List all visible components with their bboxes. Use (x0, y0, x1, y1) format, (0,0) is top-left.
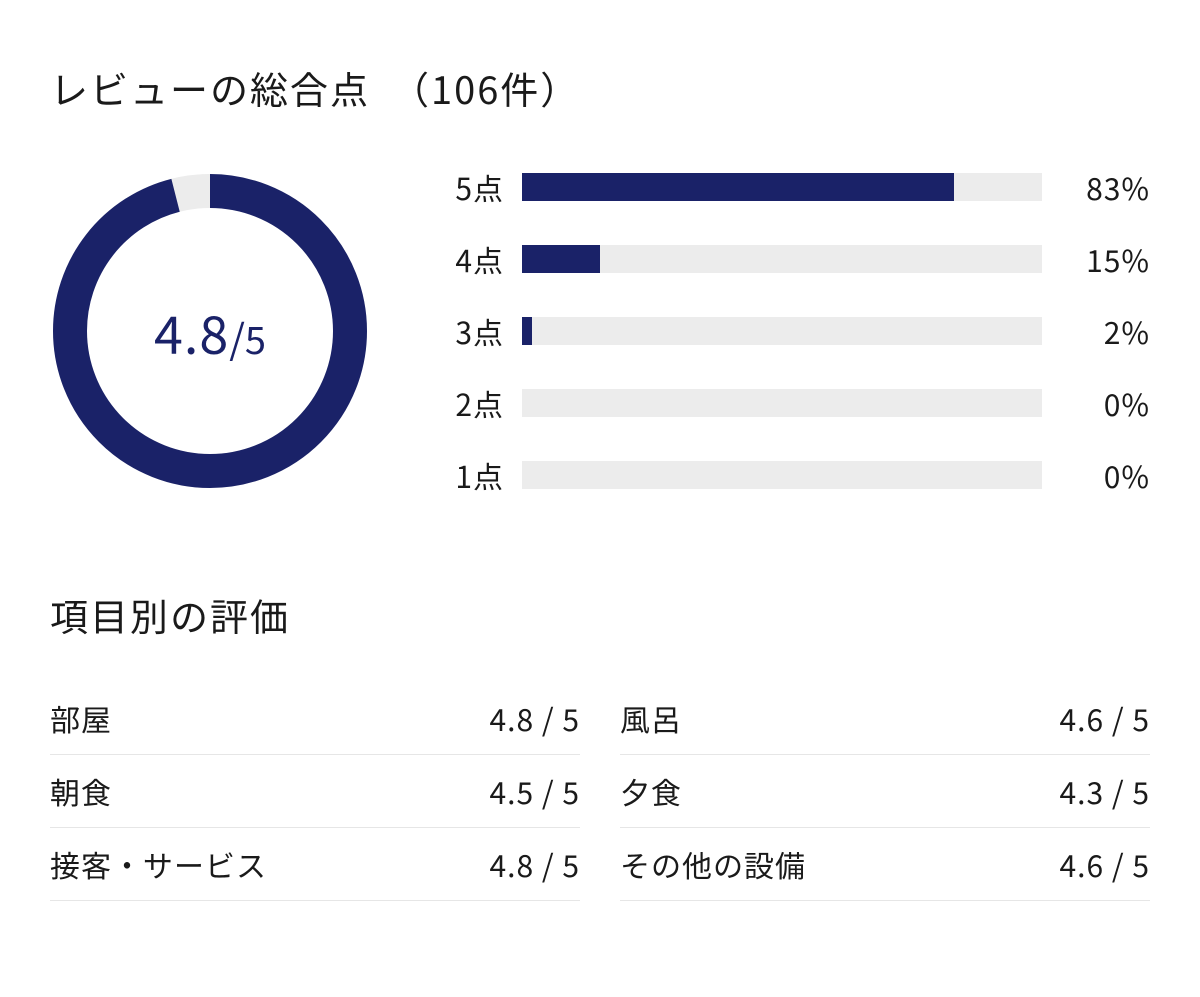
category-row: 接客・サービス 4.8 / 5 (50, 828, 580, 901)
category-score-max: 5 (562, 696, 580, 740)
category-name: 朝食 (50, 769, 112, 813)
dist-row: 2点 0% (440, 381, 1150, 425)
overall-top-row: 4.8/5 5点 83% 4点 15% 3点 2% 2点 0% 1点 0% (50, 165, 1150, 497)
dist-bar (522, 173, 1042, 201)
dist-bar (522, 317, 1042, 345)
category-row: 朝食 4.5 / 5 (50, 755, 580, 828)
category-score: 4.6 / 5 (1060, 696, 1151, 740)
review-count: 106 (431, 60, 500, 115)
overall-donut-chart: 4.8/5 (50, 171, 370, 491)
category-name: 接客・サービス (50, 842, 267, 886)
category-score-max: 5 (1132, 696, 1150, 740)
category-score-value: 4.8 (490, 842, 535, 886)
dist-row: 3点 2% (440, 309, 1150, 353)
dist-row-label: 5点 (440, 165, 504, 209)
category-score-value: 4.3 (1060, 769, 1105, 813)
category-name: 夕食 (620, 769, 682, 813)
category-score-sep: / (534, 842, 562, 886)
dist-row-percent: 2% (1060, 309, 1150, 353)
dist-bar (522, 245, 1042, 273)
category-score: 4.3 / 5 (1060, 769, 1151, 813)
category-score-sep: / (1104, 696, 1132, 740)
dist-row-label: 4点 (440, 237, 504, 281)
category-row: 風呂 4.6 / 5 (620, 682, 1150, 755)
dist-row: 5点 83% (440, 165, 1150, 209)
category-score: 4.8 / 5 (490, 842, 581, 886)
overall-title-prefix: レビューの総合点 （ (50, 60, 431, 115)
dist-bar-fill (522, 317, 532, 345)
dist-bar (522, 389, 1042, 417)
dist-row-label: 3点 (440, 309, 504, 353)
score-distribution: 5点 83% 4点 15% 3点 2% 2点 0% 1点 0% (440, 165, 1150, 497)
category-score: 4.8 / 5 (490, 696, 581, 740)
category-score-max: 5 (562, 769, 580, 813)
category-score-sep: / (1104, 769, 1132, 813)
category-score-max: 5 (1132, 842, 1150, 886)
dist-bar (522, 461, 1042, 489)
category-row: 夕食 4.3 / 5 (620, 755, 1150, 828)
category-score: 4.5 / 5 (490, 769, 581, 813)
donut-fill (70, 191, 350, 471)
category-score-value: 4.5 (490, 769, 535, 813)
dist-row-percent: 15% (1060, 237, 1150, 281)
category-grid: 部屋4.8 / 5風呂4.6 / 5朝食4.5 / 5夕食4.3 / 5接客・サ… (50, 682, 1150, 901)
category-score-max: 5 (1132, 769, 1150, 813)
dist-row-percent: 83% (1060, 165, 1150, 209)
category-name: 風呂 (620, 696, 682, 740)
category-score: 4.6 / 5 (1060, 842, 1151, 886)
review-summary-panel: レビューの総合点 （106件） 4.8/5 5点83%4点15%3点2%2点0%… (0, 0, 1200, 901)
dist-row-percent: 0% (1060, 381, 1150, 425)
category-score-sep: / (534, 769, 562, 813)
category-name: 部屋 (50, 696, 112, 740)
category-row: その他の設備 4.6 / 5 (620, 828, 1150, 901)
category-name: その他の設備 (620, 842, 806, 886)
category-score-value: 4.6 (1060, 842, 1105, 886)
dist-bar-fill (522, 173, 954, 201)
dist-bar-fill (522, 245, 600, 273)
donut-svg (50, 171, 370, 491)
dist-row-label: 1点 (440, 453, 504, 497)
category-score-sep: / (534, 696, 562, 740)
category-score-value: 4.8 (490, 696, 535, 740)
category-section-title: 項目別の評価 (50, 587, 1150, 642)
category-score-sep: / (1104, 842, 1132, 886)
dist-row: 1点 0% (440, 453, 1150, 497)
dist-row: 4点 15% (440, 237, 1150, 281)
category-row: 部屋 4.8 / 5 (50, 682, 580, 755)
overall-title-suffix: 件） (500, 60, 580, 115)
overall-title: レビューの総合点 （106件） (50, 60, 1150, 115)
dist-row-label: 2点 (440, 381, 504, 425)
category-score-max: 5 (562, 842, 580, 886)
category-score-value: 4.6 (1060, 696, 1105, 740)
dist-row-percent: 0% (1060, 453, 1150, 497)
